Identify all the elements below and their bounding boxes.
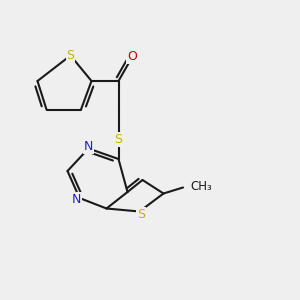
Text: S: S [137,208,145,221]
Text: S: S [67,49,74,62]
Text: N: N [84,140,93,154]
Text: CH₃: CH₃ [190,180,212,194]
Text: O: O [127,50,137,64]
Text: N: N [72,193,81,206]
Text: S: S [115,133,122,146]
